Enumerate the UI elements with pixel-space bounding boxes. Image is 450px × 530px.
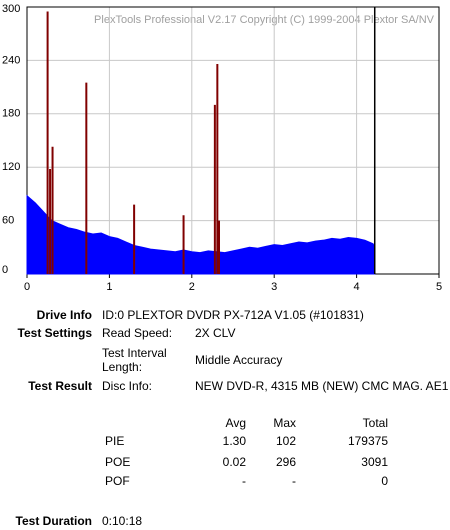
y-tick-label: 180 — [2, 108, 20, 120]
y-tick-label: 240 — [2, 54, 20, 66]
field: Read Speed: — [102, 326, 173, 340]
x-tick-label: 3 — [271, 281, 277, 293]
cell: 1.30 — [222, 434, 246, 448]
value: ID:0 PLEXTOR DVDR PX-712A V1.05 (#101831… — [102, 308, 364, 322]
cell: 102 — [275, 434, 296, 448]
cell: 296 — [275, 455, 296, 469]
value: Middle Accuracy — [195, 353, 283, 367]
cell: 3091 — [361, 455, 388, 469]
y-tick-label: 120 — [2, 161, 20, 173]
value: NEW DVD-R, 4315 MB (NEW) CMC MAG. AE1 — [195, 379, 449, 393]
column-header: Max — [273, 416, 296, 430]
pie-area — [26, 194, 376, 275]
label: Test Result — [28, 379, 92, 393]
row-label: POF — [105, 474, 130, 488]
x-tick-label: 1 — [106, 281, 112, 293]
chart: PlexTools Professional V2.17 Copyright (… — [2, 3, 442, 293]
column-header: Total — [362, 416, 388, 430]
cell: 0 — [381, 474, 388, 488]
cell: 179375 — [347, 434, 388, 448]
column-header: Avg — [225, 416, 246, 430]
cell: 0.02 — [222, 455, 246, 469]
x-tick-label: 5 — [436, 281, 442, 293]
value: 0:10:18 — [102, 514, 143, 528]
cell: - — [292, 474, 296, 488]
y-tick-label: 300 — [2, 3, 20, 15]
label: Test Settings — [17, 326, 92, 340]
y-tick-label: 60 — [2, 215, 14, 227]
row-label: POE — [105, 455, 131, 469]
field: Test Interval Length: — [102, 346, 167, 374]
cell: - — [242, 474, 246, 488]
x-tick-label: 2 — [189, 281, 195, 293]
value: 2X CLV — [195, 326, 236, 340]
field: Disc Info: — [102, 379, 153, 393]
row-label: PIE — [105, 434, 125, 448]
x-tick-label: 0 — [24, 281, 30, 293]
watermark: PlexTools Professional V2.17 Copyright (… — [94, 14, 435, 26]
label: Drive Info — [36, 308, 92, 322]
x-tick-label: 4 — [354, 281, 360, 293]
label: Test Duration — [15, 514, 92, 528]
y-tick-label: 0 — [2, 264, 8, 276]
